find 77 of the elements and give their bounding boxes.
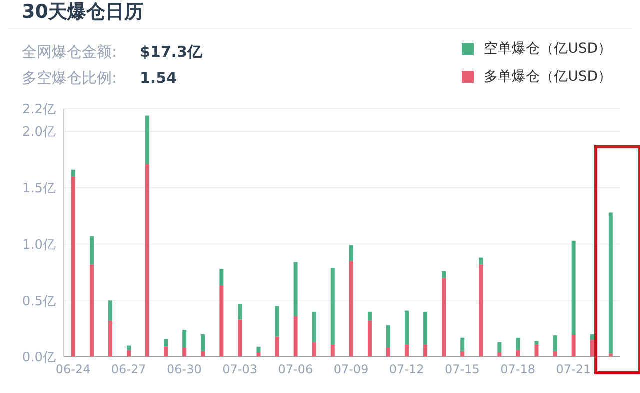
x-tick-label: 07-21 (556, 362, 592, 377)
bar (572, 240, 576, 334)
bar (90, 236, 94, 265)
bar (386, 348, 390, 357)
bar (608, 212, 613, 354)
bar (405, 310, 410, 345)
legend-label: 多单爆仓（亿USD） (484, 68, 612, 86)
bar (516, 350, 520, 357)
bar (516, 338, 520, 350)
bar (164, 338, 168, 347)
text: $17.3亿 (140, 42, 202, 62)
bar (90, 264, 94, 357)
bar (275, 306, 280, 337)
x-tick-label: 07-15 (445, 362, 480, 377)
bar (479, 258, 484, 265)
bar (368, 320, 372, 357)
bar (534, 344, 539, 357)
bar (368, 312, 372, 321)
text: 多空爆仓比例: (22, 68, 118, 88)
legend-label: 空单爆仓（亿USD） (484, 40, 612, 58)
x-tick-label: 06-24 (56, 362, 91, 377)
bar (479, 264, 484, 357)
bar (220, 269, 224, 286)
bar (386, 325, 390, 348)
bar (442, 278, 446, 357)
chart-title: 30天爆仓日历 (21, 0, 144, 25)
bar (424, 344, 428, 357)
x-tick-label: 06-30 (167, 362, 202, 377)
bar (312, 312, 316, 342)
bar (238, 304, 242, 320)
bar (294, 316, 298, 357)
bar (349, 245, 354, 262)
y-tick-label: 1.5亿 (22, 182, 56, 197)
bar (238, 320, 242, 357)
y-tick-label: 1.0亿 (22, 238, 56, 253)
bar (108, 300, 112, 321)
bar (71, 170, 76, 177)
y-tick-label: 0.0亿 (22, 350, 56, 366)
bar (424, 312, 428, 345)
bar (330, 268, 335, 345)
bar (146, 116, 150, 164)
bar (201, 334, 206, 352)
y-tick-label: 0.5亿 (22, 294, 56, 310)
bar (127, 350, 132, 357)
bar (553, 336, 558, 352)
text: 全网爆仓金额: (22, 42, 118, 62)
x-tick-label: 07-12 (389, 362, 424, 377)
bar (256, 346, 261, 352)
bar (572, 334, 576, 357)
bar (108, 320, 112, 357)
text: 1.54 (140, 69, 178, 87)
x-tick-label: 06-27 (111, 362, 146, 377)
bar (146, 164, 150, 357)
bar (330, 344, 335, 357)
bar (460, 338, 465, 352)
bar (220, 286, 224, 357)
bar (590, 340, 594, 357)
bar (590, 334, 594, 340)
bar (442, 271, 446, 278)
y-tick-label: 2.2亿 (22, 102, 56, 118)
bar (498, 342, 502, 352)
bar (534, 341, 539, 345)
bar (182, 330, 187, 348)
y-tick-label: 2.0亿 (22, 125, 56, 140)
bar (164, 346, 168, 357)
bar (349, 261, 354, 357)
x-tick-label: 07-06 (278, 362, 314, 377)
bar (312, 342, 316, 357)
bar (405, 344, 410, 357)
bar (182, 348, 187, 357)
bar (275, 336, 280, 357)
x-tick-label: 07-03 (222, 362, 258, 377)
x-tick-label: 07-09 (334, 362, 369, 377)
bar (71, 176, 76, 357)
x-tick-label: 07-18 (500, 362, 536, 377)
bar (127, 346, 132, 350)
bar (294, 262, 298, 316)
